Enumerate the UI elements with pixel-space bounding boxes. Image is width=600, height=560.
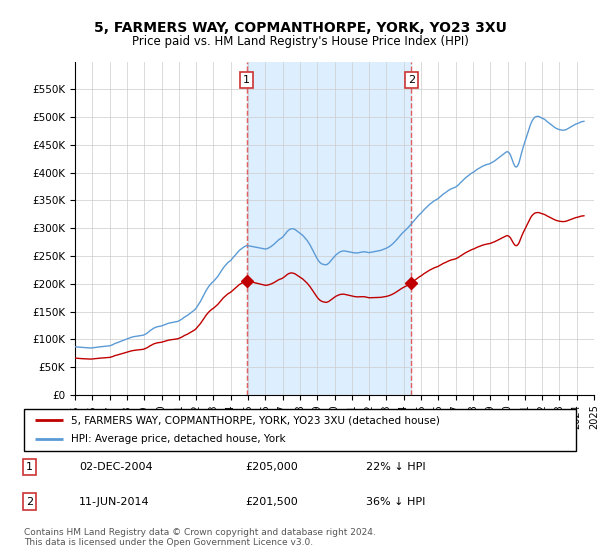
Bar <box>247 62 412 395</box>
Text: 2: 2 <box>26 497 33 507</box>
Text: 5, FARMERS WAY, COPMANTHORPE, YORK, YO23 3XU (detached house): 5, FARMERS WAY, COPMANTHORPE, YORK, YO23… <box>71 415 440 425</box>
Text: HPI: Average price, detached house, York: HPI: Average price, detached house, York <box>71 435 286 445</box>
Text: 36% ↓ HPI: 36% ↓ HPI <box>366 497 425 507</box>
Text: 1: 1 <box>26 462 33 472</box>
Text: 22% ↓ HPI: 22% ↓ HPI <box>366 462 426 472</box>
Text: 11-JUN-2014: 11-JUN-2014 <box>79 497 150 507</box>
Text: £205,000: £205,000 <box>245 462 298 472</box>
Text: 02-DEC-2004: 02-DEC-2004 <box>79 462 153 472</box>
Text: 2: 2 <box>408 75 415 85</box>
Text: Price paid vs. HM Land Registry's House Price Index (HPI): Price paid vs. HM Land Registry's House … <box>131 35 469 48</box>
FancyBboxPatch shape <box>24 409 576 451</box>
Text: Contains HM Land Registry data © Crown copyright and database right 2024.
This d: Contains HM Land Registry data © Crown c… <box>24 528 376 547</box>
Text: £201,500: £201,500 <box>245 497 298 507</box>
Text: 5, FARMERS WAY, COPMANTHORPE, YORK, YO23 3XU: 5, FARMERS WAY, COPMANTHORPE, YORK, YO23… <box>94 21 506 35</box>
Text: 1: 1 <box>243 75 250 85</box>
